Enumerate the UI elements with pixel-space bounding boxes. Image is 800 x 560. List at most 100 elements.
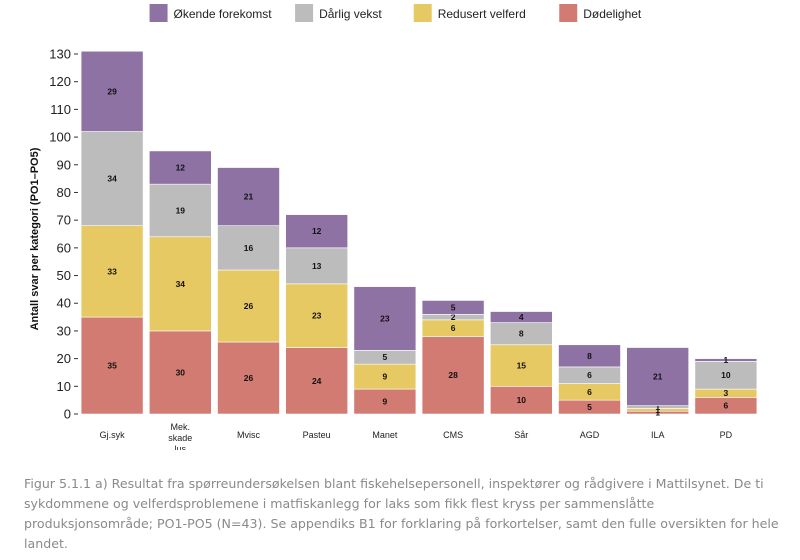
bar-segment xyxy=(149,330,212,415)
bar-value-label: 16 xyxy=(244,243,254,253)
bar-value-label: 15 xyxy=(517,361,527,371)
y-tick-label: 30 xyxy=(57,323,71,338)
bar-segment xyxy=(353,363,417,390)
legend-item: Redusert velferd xyxy=(413,4,526,22)
bar-group: 10 15 8 4 xyxy=(489,311,553,415)
legend-label: Redusert velferd xyxy=(438,7,526,21)
x-tick-label: Gj.syk xyxy=(100,430,126,440)
bar-value-label: 29 xyxy=(107,86,117,96)
bar-group: 35 33 34 29 xyxy=(80,50,144,415)
bar-value-label: 28 xyxy=(448,370,458,380)
x-tick-label: Pasteu xyxy=(303,430,331,440)
bar-value-label: 21 xyxy=(653,372,663,382)
x-tick-label: skade xyxy=(168,433,192,443)
bar-value-label: 33 xyxy=(107,266,117,276)
bar-segment xyxy=(80,225,144,318)
bar-segment xyxy=(626,347,690,406)
legend-item: Dårlig vekst xyxy=(295,4,382,22)
caption-line-3: produksjonsområde; PO1-PO5 (N=43). Se ap… xyxy=(24,516,779,531)
bar-segment xyxy=(217,167,280,226)
caption-line-2: sykdommene og velferdsproblemene i matfi… xyxy=(24,496,655,511)
y-tick-label: 10 xyxy=(57,379,71,394)
y-tick-label: 100 xyxy=(49,130,71,145)
x-tick-label: AGD xyxy=(580,430,600,440)
bar-value-label: 8 xyxy=(519,329,524,339)
bar-group: 6 3 10 1 xyxy=(694,355,758,415)
legend-swatch xyxy=(149,4,168,22)
chart-legend: Økende forekomst Dårlig vekst Redusert vel… xyxy=(149,4,642,22)
bar-value-label: 5 xyxy=(451,302,456,312)
bar-value-label: 5 xyxy=(587,402,592,412)
figure-caption: Figur 5.1.1 a) Resultat fra spørreunders… xyxy=(24,474,784,554)
caption-line-4: landet. xyxy=(24,536,68,551)
bar-value-label: 10 xyxy=(721,370,731,380)
bar-value-label: 34 xyxy=(107,174,117,184)
bar-group: 30 34 19 12 xyxy=(149,150,212,415)
bar-segment xyxy=(149,236,212,332)
bars: 3533342930341912262616212423131299523286… xyxy=(80,50,758,418)
x-tick-label: CMS xyxy=(443,430,463,440)
caption-line-1: Figur 5.1.1 a) Resultat fra spørreunders… xyxy=(24,476,764,491)
y-tick-label: 110 xyxy=(50,102,71,117)
bar-segment xyxy=(489,386,553,415)
y-tick-label: 130 xyxy=(49,47,71,62)
bar-group: 24 23 13 12 xyxy=(285,214,349,415)
y-tick-label: 70 xyxy=(57,213,71,228)
legend-label: Dødelighet xyxy=(583,7,642,21)
bar-segment xyxy=(80,131,144,226)
y-tick-label: 90 xyxy=(57,157,71,172)
bar-value-label: 3 xyxy=(724,388,729,398)
bar-segment xyxy=(285,247,349,285)
bar-segment xyxy=(217,225,280,271)
bar-segment xyxy=(353,388,417,415)
bar-segment xyxy=(489,344,553,387)
bar-group: 5 6 6 8 xyxy=(558,344,621,415)
bar-value-label: 13 xyxy=(312,261,322,271)
bar-value-label: 8 xyxy=(587,351,592,361)
y-tick-label: 0 xyxy=(64,407,71,422)
legend-swatch xyxy=(559,4,578,22)
bar-segment xyxy=(285,347,349,415)
bar-value-label: 35 xyxy=(107,361,117,371)
bar-value-label: 12 xyxy=(312,226,322,236)
x-tick-label: ILA xyxy=(651,430,665,440)
x-tick-label: Mek. xyxy=(171,422,191,432)
bar-value-label: 9 xyxy=(383,372,388,382)
legend-swatch xyxy=(295,4,314,22)
legend-swatch xyxy=(413,4,432,22)
legend-label: Dårlig vekst xyxy=(319,7,382,21)
bar-value-label: 10 xyxy=(517,395,527,405)
y-tick-label: 40 xyxy=(57,296,71,311)
bar-value-label: 24 xyxy=(312,376,322,386)
y-tick-label: 80 xyxy=(57,185,71,200)
bar-value-label: 21 xyxy=(244,192,254,202)
y-tick-label: 20 xyxy=(57,351,71,366)
bar-value-label: 2 xyxy=(451,312,456,322)
bar-segment xyxy=(285,283,349,348)
bar-value-label: 6 xyxy=(587,387,592,397)
x-tick-label: Sår xyxy=(514,430,528,440)
bar-segment xyxy=(149,150,212,185)
bar-segment xyxy=(489,311,553,323)
x-tick-label: PD xyxy=(720,430,733,440)
x-tick-label: Mvisc xyxy=(237,430,260,440)
bar-segment xyxy=(217,269,280,343)
bar-segment xyxy=(217,341,280,415)
legend-item: Dødelighet xyxy=(559,4,642,22)
legend-item: Økende forekomst xyxy=(149,4,273,22)
bar-segment xyxy=(558,344,621,368)
bar-segment xyxy=(80,316,144,415)
bar-value-label: 1 xyxy=(724,355,729,365)
y-axis: 0 10 20 30 40 50 60 70 80 90 100 110 120 130 xyxy=(49,47,78,422)
bar-value-label: 19 xyxy=(176,205,186,215)
bar-segment xyxy=(694,358,758,362)
bar-segment xyxy=(353,286,417,351)
bar-segment xyxy=(285,214,349,249)
stacked-bar-chart: Økende forekomst Dårlig vekst Redusert vel… xyxy=(29,4,758,450)
legend-label: Økende forekomst xyxy=(174,7,273,21)
bar-value-label: 30 xyxy=(176,367,186,377)
bar-value-label: 4 xyxy=(519,312,524,322)
bar-segment xyxy=(149,183,212,238)
